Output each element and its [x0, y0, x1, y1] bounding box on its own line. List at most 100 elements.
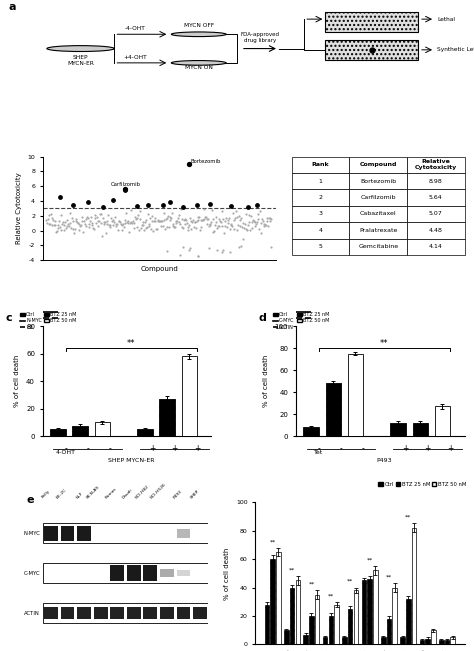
- Point: [139, 217, 146, 227]
- Point: [175, 217, 182, 228]
- Point: [237, 215, 244, 225]
- Point: [69, 201, 76, 211]
- Point: [167, 215, 174, 225]
- Point: [143, 222, 151, 232]
- Point: [217, 217, 225, 227]
- Point: [58, 218, 66, 229]
- Point: [200, 204, 207, 214]
- Text: **: **: [127, 339, 136, 348]
- Point: [118, 219, 126, 230]
- Point: [66, 208, 73, 218]
- Bar: [61, 525, 74, 541]
- Point: [67, 217, 74, 228]
- Bar: [127, 607, 141, 619]
- Point: [173, 215, 181, 226]
- Point: [51, 219, 58, 230]
- Point: [216, 221, 223, 231]
- Point: [65, 220, 73, 230]
- Point: [88, 219, 95, 230]
- Point: [246, 210, 253, 220]
- Point: [264, 221, 272, 231]
- Point: [121, 184, 129, 194]
- Point: [130, 217, 137, 228]
- Legend: Ctrl, BTZ 25 nM, BTZ 50 nM: Ctrl, BTZ 25 nM, BTZ 50 nM: [378, 482, 466, 487]
- Point: [224, 218, 231, 229]
- Point: [137, 223, 145, 233]
- Point: [227, 201, 234, 212]
- Bar: [381, 637, 385, 644]
- Y-axis label: Relative Cytotoxicity: Relative Cytotoxicity: [16, 173, 22, 244]
- Point: [159, 201, 167, 211]
- Bar: [334, 605, 339, 644]
- Point: [261, 218, 268, 229]
- Point: [100, 217, 107, 227]
- Bar: [94, 607, 108, 619]
- Bar: [412, 528, 416, 644]
- Point: [125, 227, 133, 238]
- Point: [212, 217, 220, 227]
- Point: [207, 199, 214, 209]
- Text: SHEP: SHEP: [189, 488, 200, 499]
- Point: [222, 213, 230, 223]
- Point: [193, 201, 201, 211]
- Point: [144, 209, 152, 219]
- Point: [146, 219, 153, 229]
- Bar: [362, 581, 366, 644]
- Point: [122, 208, 130, 218]
- Point: [213, 245, 221, 256]
- Point: [207, 217, 215, 227]
- Point: [131, 212, 139, 222]
- Point: [198, 215, 206, 225]
- Text: d: d: [259, 313, 266, 323]
- Bar: [373, 570, 377, 644]
- Point: [116, 217, 124, 228]
- Text: +: +: [172, 444, 178, 453]
- Text: Carfilzomib: Carfilzomib: [110, 182, 140, 187]
- Point: [54, 220, 62, 230]
- Point: [71, 224, 79, 234]
- Point: [149, 210, 156, 221]
- Point: [140, 225, 148, 236]
- Text: **: **: [366, 558, 373, 562]
- Point: [74, 218, 82, 229]
- Point: [248, 217, 255, 228]
- Point: [62, 217, 69, 227]
- Point: [98, 231, 106, 242]
- Text: +: +: [425, 444, 431, 453]
- Point: [201, 214, 208, 225]
- Point: [237, 214, 245, 224]
- Point: [133, 213, 140, 223]
- Point: [100, 219, 108, 229]
- Point: [221, 221, 229, 231]
- Bar: [193, 607, 207, 619]
- Point: [125, 217, 132, 228]
- Point: [64, 220, 71, 230]
- Point: [179, 221, 186, 232]
- Point: [108, 215, 116, 226]
- Point: [80, 227, 87, 237]
- Text: -4-OHT: -4-OHT: [125, 26, 146, 31]
- Point: [46, 219, 54, 229]
- Point: [44, 214, 52, 225]
- Point: [257, 218, 265, 229]
- Bar: [95, 422, 110, 436]
- Point: [225, 215, 232, 225]
- Bar: [44, 607, 58, 619]
- Point: [235, 242, 243, 253]
- Text: NCI-H526: NCI-H526: [149, 482, 167, 499]
- Text: **: **: [328, 593, 334, 598]
- Point: [160, 208, 167, 218]
- Point: [205, 221, 212, 232]
- Point: [239, 217, 246, 228]
- Bar: [43, 603, 209, 623]
- Point: [261, 220, 269, 230]
- Point: [104, 210, 112, 220]
- Point: [91, 213, 98, 223]
- Text: NLF: NLF: [75, 491, 84, 499]
- Point: [256, 206, 264, 217]
- Text: -: -: [318, 444, 320, 453]
- Text: -: -: [362, 444, 365, 453]
- Point: [180, 202, 187, 212]
- Point: [245, 217, 253, 227]
- Point: [138, 220, 146, 230]
